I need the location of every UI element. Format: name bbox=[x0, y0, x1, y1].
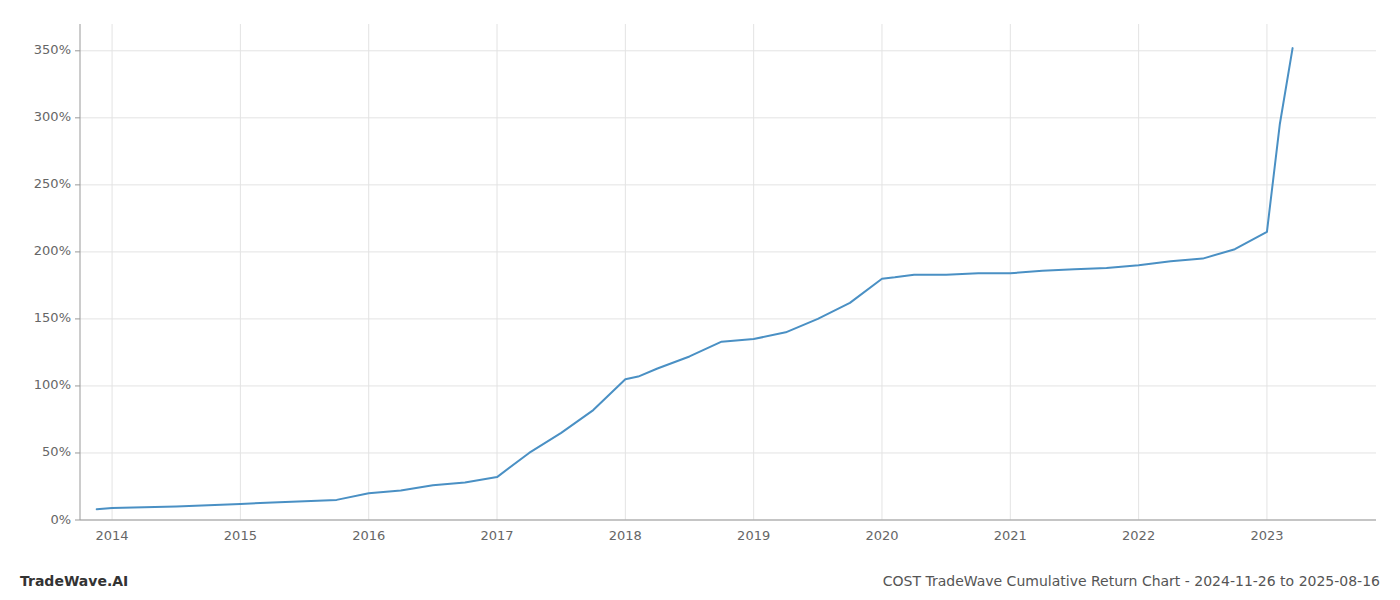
x-tick-label: 2022 bbox=[1122, 528, 1155, 543]
y-grid-line bbox=[80, 318, 1376, 319]
axes: 0% 50% 100% 150% 200% 250% 300% 350% 2014 2015 201… bbox=[34, 24, 1376, 543]
y-grid-line bbox=[80, 184, 1376, 185]
y-tick-label: 350% bbox=[34, 42, 71, 57]
x-grid-line bbox=[1266, 24, 1267, 520]
y-tick bbox=[75, 117, 80, 118]
y-axis-line bbox=[80, 24, 81, 520]
x-grid-line bbox=[240, 24, 241, 520]
y-tick bbox=[75, 184, 80, 185]
y-grid-line bbox=[80, 117, 1376, 118]
y-tick-label: 50% bbox=[42, 444, 71, 459]
y-tick-label: 300% bbox=[34, 109, 71, 124]
y-tick bbox=[75, 385, 80, 386]
data-layer bbox=[97, 48, 1293, 509]
chart-title: COST TradeWave Cumulative Return Chart -… bbox=[883, 573, 1380, 589]
x-axis-line bbox=[80, 520, 1376, 521]
y-grid-line bbox=[80, 452, 1376, 453]
line-series bbox=[97, 48, 1293, 509]
y-tick-label: 250% bbox=[34, 176, 71, 191]
y-tick-label: 100% bbox=[34, 377, 71, 392]
x-tick-label: 2016 bbox=[352, 528, 385, 543]
x-grid-line bbox=[881, 24, 882, 520]
y-tick bbox=[75, 251, 80, 252]
y-tick-label: 150% bbox=[34, 310, 71, 325]
x-tick-label: 2015 bbox=[224, 528, 257, 543]
x-grid-line bbox=[753, 24, 754, 520]
x-tick-label: 2020 bbox=[865, 528, 898, 543]
y-tick bbox=[75, 452, 80, 453]
y-grid-line bbox=[80, 251, 1376, 252]
x-grid-line bbox=[1138, 24, 1139, 520]
y-tick-label: 0% bbox=[50, 512, 71, 527]
y-grid-line bbox=[80, 385, 1376, 386]
y-grid-line bbox=[80, 520, 1376, 521]
x-tick-label: 2017 bbox=[480, 528, 513, 543]
x-tick-label: 2018 bbox=[609, 528, 642, 543]
x-tick-label: 2023 bbox=[1250, 528, 1283, 543]
x-grid-line bbox=[368, 24, 369, 520]
watermark: TradeWave.AI bbox=[20, 573, 128, 589]
x-grid-line bbox=[1010, 24, 1011, 520]
x-tick-label: 2021 bbox=[994, 528, 1027, 543]
y-tick bbox=[75, 520, 80, 521]
y-tick-label: 200% bbox=[34, 243, 71, 258]
x-grid-line bbox=[497, 24, 498, 520]
y-grid-line bbox=[80, 50, 1376, 51]
y-tick bbox=[75, 318, 80, 319]
x-grid-line bbox=[112, 24, 113, 520]
chart-svg: 0% 50% 100% 150% 200% 250% 300% 350% 2014 2015 201… bbox=[0, 0, 1400, 600]
x-tick-label: 2019 bbox=[737, 528, 770, 543]
x-tick-label: 2014 bbox=[96, 528, 129, 543]
grid bbox=[80, 24, 1376, 520]
x-grid-line bbox=[625, 24, 626, 520]
chart-container: 0% 50% 100% 150% 200% 250% 300% 350% 2014 2015 201… bbox=[0, 0, 1400, 600]
y-tick bbox=[75, 50, 80, 51]
